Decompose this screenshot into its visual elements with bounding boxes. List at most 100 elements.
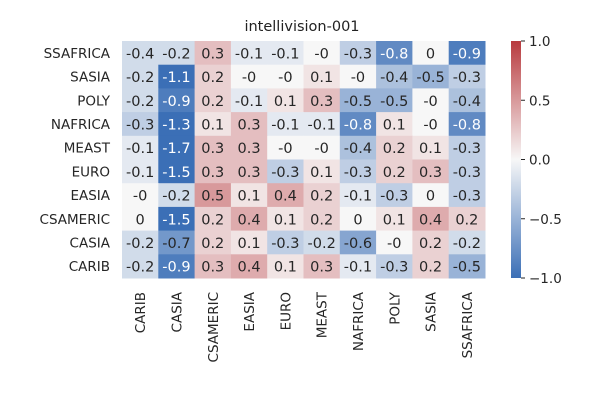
heatmap-cell-label: 0.2 — [419, 236, 442, 252]
heatmap-cell — [339, 159, 377, 184]
heatmap-cell-label: 0 — [136, 212, 145, 228]
heatmap-cell-label: -0.2 — [308, 236, 336, 252]
heatmap-cell-label: 0.3 — [238, 165, 261, 181]
heatmap-cell-label: -0.2 — [453, 236, 481, 252]
heatmap-cell-label: 0.2 — [310, 189, 333, 205]
heatmap-cell — [339, 112, 377, 137]
heatmap-cell-label: 0.3 — [238, 141, 261, 157]
heatmap-cell-label: -0.3 — [453, 165, 481, 181]
x-tick-label: SASIA — [424, 291, 440, 332]
heatmap-cell-label: 0.4 — [274, 189, 297, 205]
y-tick-label: SSAFRICA — [44, 46, 111, 62]
heatmap-cell-label: -0.2 — [126, 260, 154, 276]
heatmap-cell — [267, 159, 304, 184]
heatmap-cell-label: -1.1 — [162, 70, 190, 86]
x-tick-label: CASIA — [169, 291, 185, 332]
heatmap-cell-label: -0.9 — [162, 260, 190, 276]
heatmap-cell — [339, 64, 377, 89]
colorbar-tick-label: −0.5 — [529, 212, 562, 228]
heatmap-cell-label: -0.1 — [271, 46, 299, 62]
heatmap-cell-label: -0.1 — [235, 94, 263, 110]
x-tick-label: SSAFRICA — [460, 291, 476, 358]
heatmap-cell-label: -0.5 — [344, 94, 372, 110]
heatmap-cell — [158, 112, 196, 137]
heatmap-cell — [158, 254, 196, 279]
heatmap-cell-label: -0.3 — [344, 165, 372, 181]
heatmap-cell — [230, 41, 268, 66]
heatmap-cell — [122, 159, 159, 184]
heatmap-cell-label: -1.3 — [162, 117, 190, 133]
heatmap-cell — [448, 88, 486, 113]
heatmap-cell-label: 0.1 — [383, 117, 406, 133]
heatmap-cell — [158, 159, 196, 184]
chart-title: intellivision-001 — [244, 19, 359, 35]
heatmap-cell-label: 0.1 — [238, 189, 261, 205]
heatmap-cell-label: -0.4 — [380, 70, 408, 86]
heatmap-cell — [230, 159, 268, 184]
heatmap-cell — [194, 88, 232, 113]
heatmap-cell-label: 0 — [426, 189, 435, 205]
heatmap-cell-label: -0.4 — [126, 46, 154, 62]
heatmap-cell-label: -0 — [314, 141, 328, 157]
heatmap-cell — [158, 230, 196, 255]
heatmap-cell-label: 0.4 — [238, 260, 261, 276]
heatmap-cell — [230, 135, 268, 160]
heatmap-cell — [303, 254, 341, 279]
heatmap-cell — [448, 230, 486, 255]
heatmap-cell-label: -0 — [423, 117, 437, 133]
heatmap-cell — [412, 183, 450, 208]
heatmap-cell-label: 0.2 — [201, 70, 224, 86]
x-tick-label: CARIB — [133, 292, 149, 333]
y-axis-tick-labels: SSAFRICA SASIA POLY NAFRICA MEAST EURO EASIA CS… — [40, 46, 111, 275]
colorbar-ticks: −1.0 −0.5 0.0 0.5 1.0 — [521, 34, 562, 287]
heatmap-cell — [339, 254, 377, 279]
heatmap-cell-label: -0 — [133, 189, 147, 205]
x-tick-label: CSAMERIC — [206, 292, 222, 362]
heatmap-cell-label: -0.4 — [344, 141, 372, 157]
x-tick-label: EASIA — [242, 291, 258, 331]
heatmap-cell — [267, 41, 304, 66]
heatmap-cell — [412, 206, 450, 232]
heatmap-cell-label: -0.3 — [453, 141, 481, 157]
heatmap-cell — [412, 135, 450, 160]
heatmap-cell — [339, 41, 377, 66]
heatmap-cell-label: -1.5 — [162, 212, 190, 228]
heatmap-cell — [267, 88, 304, 113]
heatmap-cell-label: 0.4 — [419, 212, 442, 228]
heatmap-cell-label: -0.3 — [344, 46, 372, 62]
heatmap-cell — [230, 112, 268, 137]
heatmap-cell — [376, 64, 413, 89]
x-tick-label: EURO — [278, 292, 294, 330]
heatmap-cell — [376, 88, 413, 113]
heatmap-cell-label: -0.2 — [126, 70, 154, 86]
y-tick-label: MEAST — [64, 141, 111, 157]
y-tick-label: CASIA — [70, 235, 111, 251]
heatmap-cell-label: -0.3 — [271, 236, 299, 252]
heatmap-cell-label: -0 — [278, 70, 292, 86]
heatmap-cell-label: 0.3 — [419, 165, 442, 181]
heatmap-cell — [339, 88, 377, 113]
y-tick-label: EURO — [72, 164, 110, 180]
heatmap-cell — [448, 254, 486, 279]
heatmap-cell — [158, 64, 196, 89]
heatmap-cell — [376, 41, 413, 66]
y-tick-label: SASIA — [70, 70, 111, 86]
heatmap-cell — [230, 230, 268, 255]
heatmap-cell-label: -0.7 — [162, 236, 190, 252]
heatmap-cell-label: -0 — [387, 236, 401, 252]
heatmap-cell-label: -0.1 — [235, 46, 263, 62]
heatmap-cell-label: -0.1 — [126, 141, 154, 157]
heatmap-cell-label: 0.3 — [201, 260, 224, 276]
heatmap-cell — [194, 135, 232, 160]
heatmap-cell-label: 0.2 — [201, 236, 224, 252]
heatmap-cell — [194, 206, 232, 232]
heatmap-cell-label: 0.1 — [201, 117, 224, 133]
heatmap-cell — [303, 230, 341, 255]
heatmap-cell — [303, 41, 341, 66]
heatmap-cell — [267, 112, 304, 137]
heatmap-cell — [448, 135, 486, 160]
heatmap-cell-label: -0.5 — [380, 94, 408, 110]
x-tick-label: NAFRICA — [351, 291, 367, 351]
heatmap-cell-label: -0.1 — [271, 117, 299, 133]
